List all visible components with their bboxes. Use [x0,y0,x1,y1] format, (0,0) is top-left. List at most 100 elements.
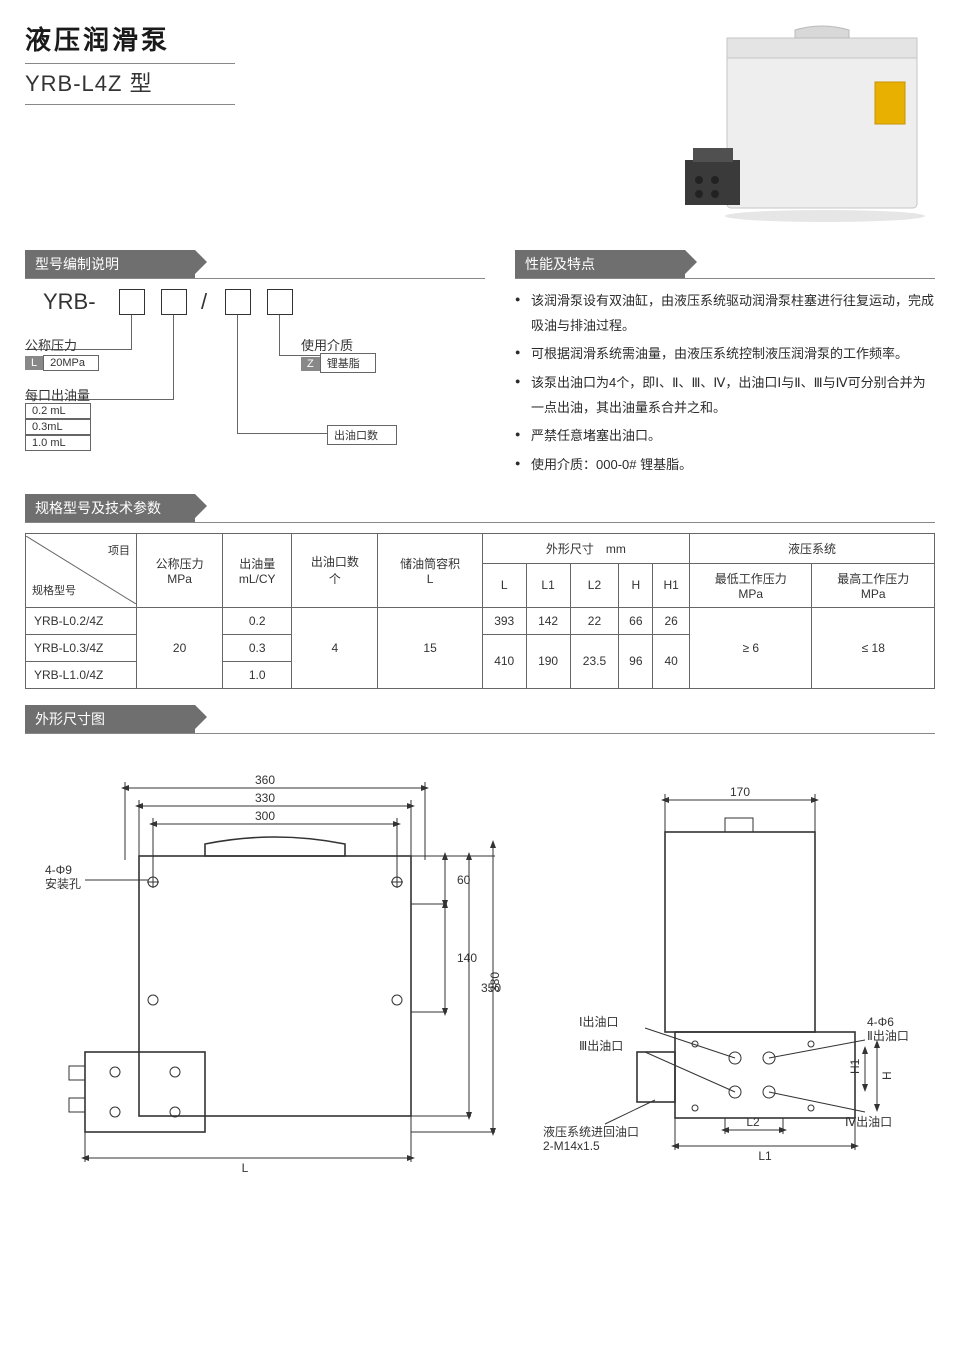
svg-text:安装孔: 安装孔 [45,876,81,891]
medium-val: 锂基脂 [320,353,376,373]
t: 最高工作压力 [837,572,909,586]
banner-rule-2 [515,278,935,279]
t: mL/CY [239,572,276,586]
t: 个 [329,572,341,586]
pressure-tag: L [25,356,43,370]
label-pressure: 公称压力 [25,335,77,354]
feature-item: 该润滑泵设有双油缸，由液压系统驱动润滑泵柱塞进行往复运动，完成吸油与排油过程。 [515,289,935,338]
header-row: 液压润滑泵 YRB-L4Z 型 [25,20,935,230]
banner-rule-1 [25,278,485,279]
hdr-tank: 储油筒容积L [378,533,482,607]
t: 最低工作压力 [715,572,787,586]
t: MPa [167,572,192,586]
minp-cell: ≥ 6 [690,607,812,688]
t: MPa [861,587,886,601]
L1-cell: 190 [526,634,570,688]
code-and-features: 型号编制说明 YRB- / 公称压力 L20MPa 每口出油量 0.2 mL 0… [25,250,935,482]
feature-item: 使用介质：000-0# 锂基脂。 [515,453,935,478]
tank-cell: 15 [378,607,482,688]
svg-text:4-Φ6: 4-Φ6 [867,1015,894,1029]
pressure-cell: 20 [137,607,223,688]
title-block: 液压润滑泵 YRB-L4Z 型 [25,20,675,105]
vol-cell: 1.0 [223,661,292,688]
vol-1: 0.3mL [25,419,91,435]
label-medium: 使用介质 [301,335,353,354]
conn-line [279,315,280,355]
H-cell: 66 [619,607,653,634]
hdr-L1: L1 [526,563,570,607]
svg-text:300: 300 [255,809,275,823]
svg-text:330: 330 [255,791,275,805]
hdr-outlets: 出油口数个 [292,533,378,607]
maxp-cell: ≤ 18 [812,607,935,688]
diag-header-cell: 项目 规格型号 [26,533,137,607]
label-volume: 每口出油量 [25,385,90,404]
conn-line [131,315,132,349]
hdr-hyd: 液压系统 [690,533,935,563]
svg-text:H: H [880,1071,894,1080]
t: 公称压力 [156,557,204,571]
hdr-volume: 出油量mL/CY [223,533,292,607]
feature-item: 可根据润滑系统需油量，由液压系统控制液压润滑泵的工作频率。 [515,342,935,367]
vol-2: 1.0 mL [25,435,91,451]
model-cell: YRB-L1.0/4Z [26,661,137,688]
vol-cell: 0.2 [223,607,292,634]
feature-list: 该润滑泵设有双油缸，由液压系统驱动润滑泵柱塞进行往复运动，完成吸油与排油过程。 … [515,289,935,478]
front-view: 360 330 300 [25,752,505,1182]
t: 储油筒容积 [400,557,460,571]
svg-text:液压系统进回油口: 液压系统进回油口 [543,1124,639,1139]
table-row: 项目 规格型号 公称压力MPa 出油量mL/CY 出油口数个 储油筒容积L 外形… [26,533,935,563]
title-rule-1 [25,63,235,64]
code-box-3 [225,289,251,315]
L1-cell: 142 [526,607,570,634]
svg-text:Ⅱ出油口: Ⅱ出油口 [867,1029,909,1043]
svg-text:L1: L1 [758,1149,772,1163]
outlets-cell: 4 [292,607,378,688]
hdr-minp: 最低工作压力MPa [690,563,812,607]
svg-text:2-M14x1.5: 2-M14x1.5 [543,1139,600,1153]
code-slash: / [201,289,207,315]
svg-text:4-Φ9: 4-Φ9 [45,863,72,877]
hdr-dims: 外形尺寸 mm [482,533,689,563]
L-cell: 393 [482,607,526,634]
medium-row: Z锂基脂 [301,353,376,373]
pressure-val: 20MPa [43,355,99,371]
code-prefix: YRB- [43,289,96,315]
hdr-maxp: 最高工作压力MPa [812,563,935,607]
svg-text:L: L [242,1161,249,1175]
svg-text:Ⅰ出油口: Ⅰ出油口 [579,1015,619,1029]
model-subtitle: YRB-L4Z 型 [25,66,235,105]
vol-cell: 0.3 [223,634,292,661]
features-col: 性能及特点 该润滑泵设有双油缸，由液压系统驱动润滑泵柱塞进行往复运动，完成吸油与… [515,250,935,482]
hdr-model: 规格型号 [32,582,76,598]
banner-rule-3 [25,522,935,523]
label-outlets: 出油口数 [327,425,397,445]
svg-text:360: 360 [255,773,275,787]
svg-text:170: 170 [730,785,750,799]
section-banner-spec: 规格型号及技术参数 [25,494,195,522]
H1-cell: 26 [653,607,690,634]
model-cell: YRB-L0.3/4Z [26,634,137,661]
vol-0: 0.2 mL [25,403,91,419]
svg-text:380: 380 [488,971,502,991]
svg-text:Ⅳ出油口: Ⅳ出油口 [845,1115,892,1129]
t: 出油口数 [311,555,359,569]
hdr-L: L [482,563,526,607]
conn-line [237,433,327,434]
conn-line [237,315,238,433]
code-box-2 [161,289,187,315]
hdr-item: 项目 [108,542,130,558]
code-explanation-col: 型号编制说明 YRB- / 公称压力 L20MPa 每口出油量 0.2 mL 0… [25,250,485,482]
svg-text:H1: H1 [848,1058,862,1074]
spec-table: 项目 规格型号 公称压力MPa 出油量mL/CY 出油口数个 储油筒容积L 外形… [25,533,935,689]
hdr-pressure: 公称压力MPa [137,533,223,607]
section-banner-dims: 外形尺寸图 [25,705,195,733]
svg-text:Ⅲ出油口: Ⅲ出油口 [579,1039,623,1053]
volume-rows: 0.2 mL 0.3mL 1.0 mL [25,403,91,451]
svg-text:L2: L2 [746,1115,760,1129]
product-photo [675,20,935,230]
medium-tag: Z [301,357,320,371]
model-code-diagram: YRB- / 公称压力 L20MPa 每口出油量 0.2 mL 0.3mL 1.… [25,289,485,479]
dimension-drawings: 360 330 300 [25,752,935,1182]
L2-cell: 22 [570,607,619,634]
